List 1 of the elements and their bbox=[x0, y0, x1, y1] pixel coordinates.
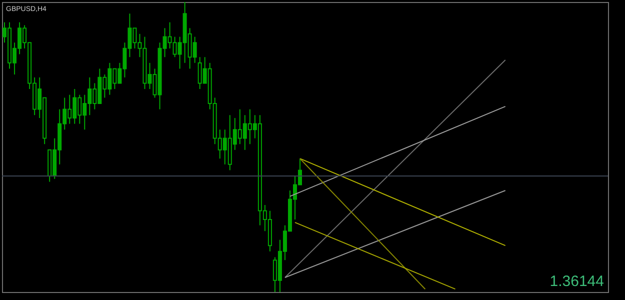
annotation: 1.36144 bbox=[550, 273, 604, 290]
